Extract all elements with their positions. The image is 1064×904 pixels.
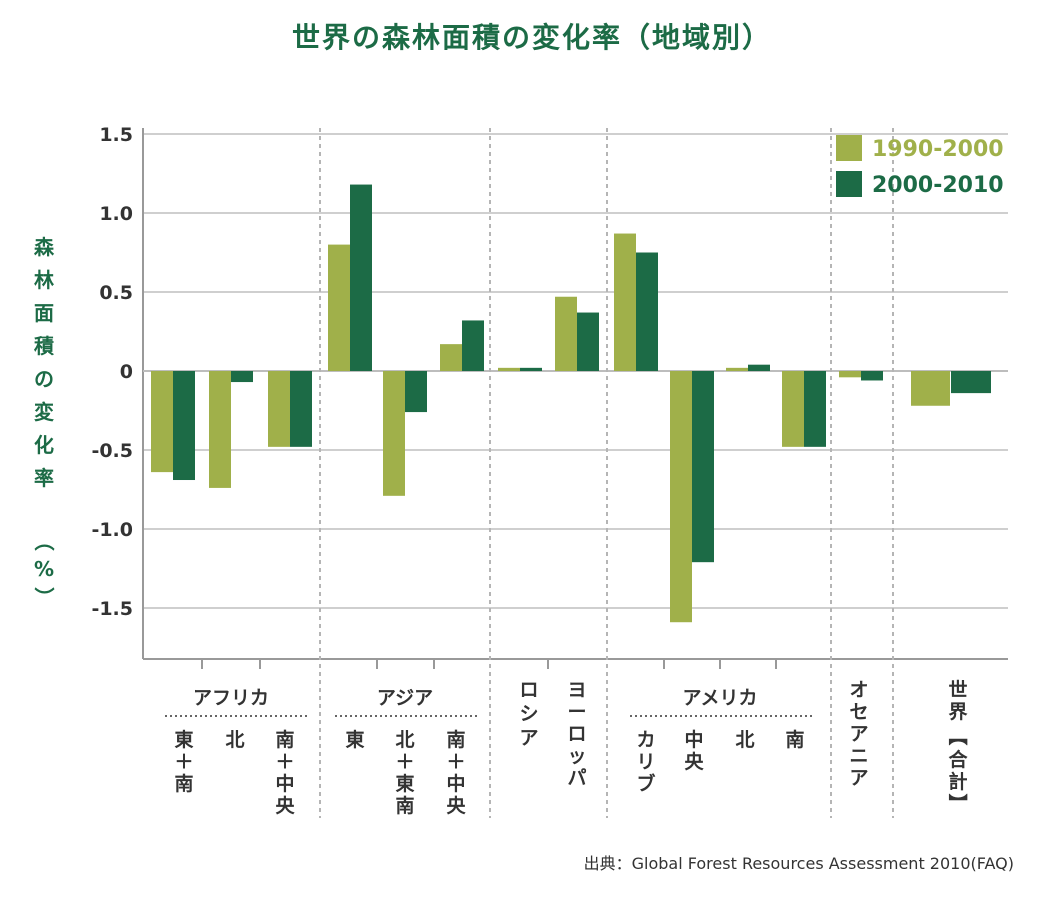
category-label: 央 [446,794,466,817]
y-axis-label-char: 林 [34,268,54,292]
category-label: 東 [174,728,193,751]
legend-label: 2000-2010 [872,173,1004,198]
legend-swatch-0 [836,135,862,161]
bar-1990-2000 [328,244,350,371]
category-label: 世 [948,679,967,701]
category-label: ア [849,767,868,789]
bar-1990-2000 [670,371,692,623]
category-label: 計 [948,770,967,793]
y-axis-label-char: 森 [34,235,55,259]
category-label: オ [849,679,868,701]
category-label: カ [636,729,655,751]
y-axis-label-char: 変 [34,400,54,424]
category-label: 央 [275,794,295,817]
bar-1990-2000 [440,344,462,371]
bar-2000-2010 [350,184,372,371]
group-label: アジア [377,687,433,709]
bar-2000-2010 [636,252,658,371]
category-label: ロ [519,679,538,701]
group-label: アフリカ [193,687,269,709]
y-axis-label-char: % [34,557,54,581]
bar-1990-2000 [911,371,950,406]
bar-2000-2010 [748,364,770,371]
category-label: 合 [948,748,968,771]
category-label: セ [849,701,868,723]
category-label: 東 [395,772,414,795]
legend-label: 1990-2000 [872,137,1004,162]
category-label: ニ [849,745,868,767]
category-label: 中 [275,772,294,795]
category-label: 南 [785,729,804,751]
category-label: ア [519,727,538,749]
category-label: 】 [946,793,969,812]
y-tick-label: 1.5 [99,124,133,146]
bar-1990-2000 [498,367,520,371]
bar-2000-2010 [462,320,484,371]
bar-2000-2010 [577,312,599,371]
bar-2000-2010 [692,371,714,563]
y-tick-label: 0.5 [99,282,133,304]
bar-2000-2010 [951,371,991,394]
category-label: 北 [735,729,754,751]
bar-2000-2010 [231,371,253,383]
group-label: アメリカ [682,687,757,709]
category-label: 【 [946,726,969,745]
y-tick-label: 0 [120,361,133,383]
y-axis-label-char: 積 [34,334,55,358]
y-axis-label-char: 化 [34,433,54,457]
y-axis-label-char: 面 [34,301,54,325]
source-note: 出典：Global Forest Resources Assessment 20… [583,854,1014,873]
y-axis-label-char: の [34,367,54,391]
category-label: 北 [225,729,244,751]
category-label: ア [849,723,868,745]
y-tick-label: -0.5 [91,440,133,462]
bar-1990-2000 [726,367,748,371]
category-label: リ [636,751,655,773]
y-axis-label-char: 率 [34,466,54,490]
bar-2000-2010 [520,367,542,371]
category-label: 東 [345,728,364,751]
category-label: 北 [395,729,414,751]
category-label: 南 [446,729,465,751]
y-axis-label-char: ） [32,587,56,607]
category-label: 南 [395,795,414,817]
category-label: 南 [275,729,294,751]
bar-1990-2000 [151,371,173,473]
category-label: ヨ [567,679,586,701]
category-label: 央 [684,750,704,773]
bar-1990-2000 [209,371,231,488]
category-label: ブ [636,772,655,795]
bar-1990-2000 [555,296,577,371]
y-axis-label-char: （ [32,531,56,551]
category-label: 界 [948,701,967,723]
category-label: ＋ [174,751,193,773]
chart-title: 世界の森林面積の変化率（地域別） [291,21,772,54]
bar-2000-2010 [405,371,427,413]
category-label: ＋ [275,751,294,773]
category-label: 中 [446,772,465,795]
bar-1990-2000 [614,233,636,371]
bar-1990-2000 [782,371,804,447]
bar-1990-2000 [268,371,290,447]
y-tick-label: -1.0 [91,519,133,541]
category-label: ロ [567,723,586,745]
bar-1990-2000 [383,371,405,496]
legend-swatch-1 [836,171,862,197]
category-label: ＋ [395,751,414,773]
y-tick-label: -1.5 [91,598,133,620]
bar-2000-2010 [804,371,826,447]
category-label: 南 [174,773,193,795]
bar-2000-2010 [290,371,312,447]
category-label: ー [567,701,586,723]
category-label: ッ [567,745,586,767]
y-tick-label: 1.0 [99,203,133,225]
category-label: ＋ [446,751,465,773]
bar-1990-2000 [839,371,861,378]
category-label: シ [519,703,538,725]
category-label: パ [567,767,586,789]
category-label: 中 [684,728,703,751]
bar-2000-2010 [173,371,195,481]
bar-2000-2010 [861,371,883,381]
